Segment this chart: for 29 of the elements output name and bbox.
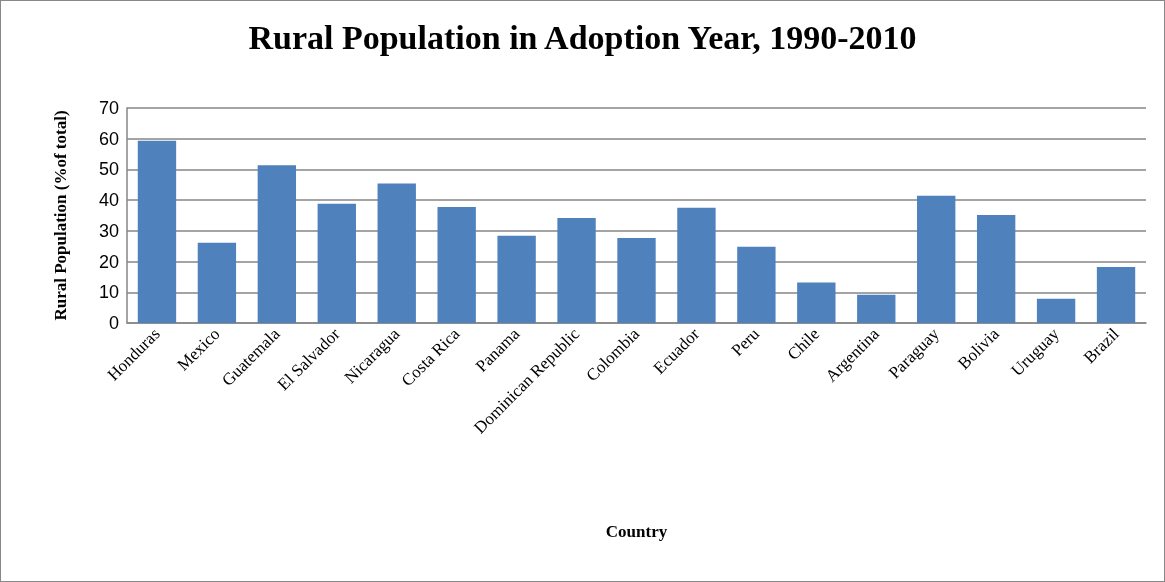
bar bbox=[857, 294, 896, 323]
bar bbox=[377, 183, 416, 323]
x-tick-label: Peru bbox=[727, 323, 764, 360]
y-tick-label: 60 bbox=[98, 128, 119, 149]
bar bbox=[257, 165, 297, 323]
bar bbox=[137, 140, 177, 323]
bar bbox=[557, 217, 596, 323]
y-tick-label: 20 bbox=[98, 251, 119, 272]
y-tick-label: 0 bbox=[108, 313, 119, 333]
bar bbox=[1036, 298, 1076, 323]
y-tick-label: 30 bbox=[98, 220, 119, 241]
chart-title: Rural Population in Adoption Year, 1990-2010 bbox=[248, 18, 917, 56]
bar bbox=[317, 203, 356, 323]
x-axis-title: Country bbox=[605, 522, 668, 541]
y-tick-label: 50 bbox=[98, 159, 119, 180]
y-axis-title: Rural Population (%of total) bbox=[51, 110, 70, 321]
y-tick-label: 10 bbox=[98, 282, 119, 303]
bar bbox=[677, 207, 716, 323]
bar bbox=[737, 246, 776, 323]
bar bbox=[437, 206, 476, 323]
bar bbox=[197, 242, 237, 323]
y-tick-label: 70 bbox=[98, 98, 119, 118]
bar bbox=[1096, 267, 1136, 323]
bar bbox=[617, 237, 656, 323]
bar bbox=[917, 195, 956, 323]
bar bbox=[497, 235, 536, 323]
y-tick-label: 40 bbox=[98, 190, 119, 211]
bar bbox=[976, 214, 1016, 323]
bar bbox=[797, 282, 836, 323]
